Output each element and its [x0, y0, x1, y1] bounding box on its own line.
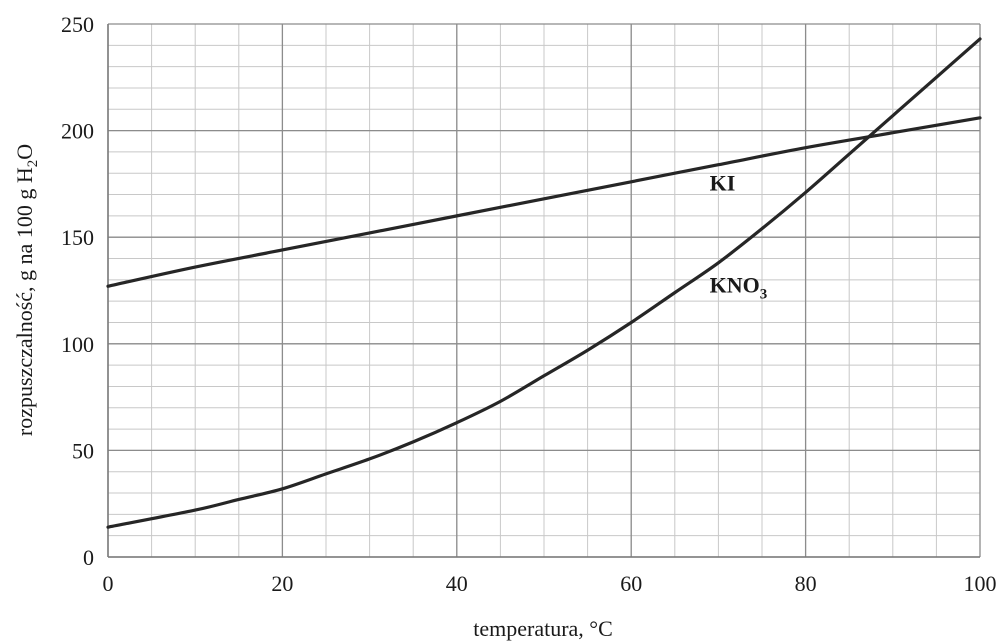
series-line-kno3	[106, 37, 982, 529]
series-label-ki: KI	[710, 170, 736, 195]
major-gridlines	[107, 23, 981, 558]
x-tick-label: 40	[446, 571, 468, 596]
series-label-kno3: KNO3	[710, 273, 768, 303]
y-axis-title-sub: 2	[25, 160, 41, 168]
series-labels: KI KNO3	[710, 170, 768, 302]
y-axis-ticks: 0 50 100 150 200 250	[61, 12, 94, 570]
x-tick-label: 100	[964, 571, 997, 596]
y-tick-label: 200	[61, 119, 94, 144]
series-lines	[106, 37, 982, 529]
x-axis-ticks: 0 20 40 60 80 100	[103, 571, 997, 596]
y-tick-label: 100	[61, 332, 94, 357]
y-tick-label: 250	[61, 12, 94, 37]
y-axis-title-main: rozpuszczalność, g na 100 g H	[12, 167, 37, 436]
minor-gridlines	[107, 23, 981, 558]
y-axis-title: rozpuszczalność, g na 100 g H2O	[12, 144, 41, 436]
x-tick-label: 80	[795, 571, 817, 596]
x-axis-title: temperatura, °C	[473, 616, 613, 641]
x-tick-label: 0	[103, 571, 114, 596]
y-tick-label: 150	[61, 225, 94, 250]
y-tick-label: 0	[83, 545, 94, 570]
series-line-ki	[106, 116, 982, 288]
y-tick-label: 50	[72, 438, 94, 463]
y-axis-title-tail: O	[12, 144, 37, 160]
x-tick-label: 20	[271, 571, 293, 596]
x-tick-label: 60	[620, 571, 642, 596]
